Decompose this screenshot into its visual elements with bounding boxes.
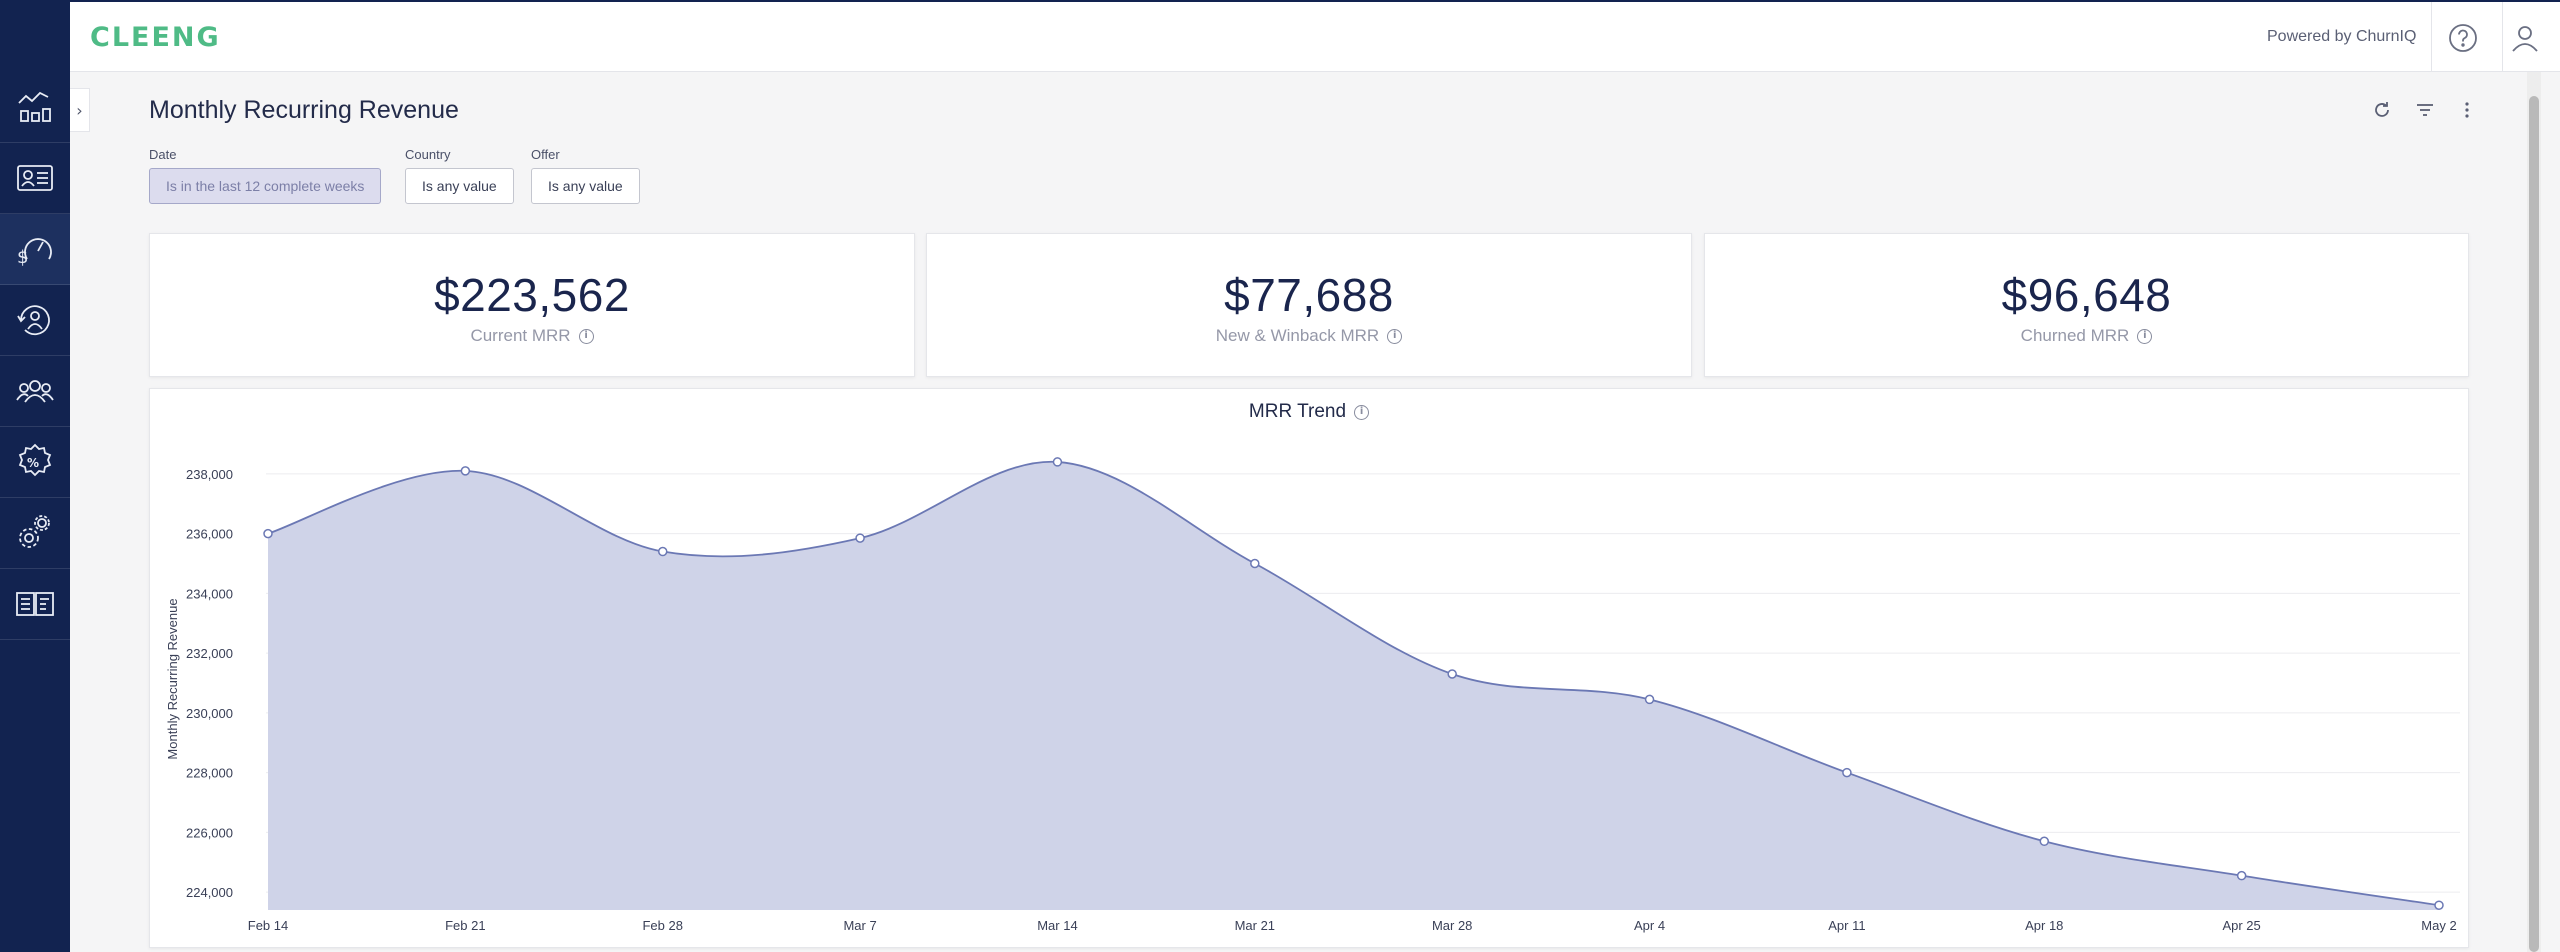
documentation-book-icon xyxy=(16,592,54,616)
filter-offer-button[interactable]: Is any value xyxy=(531,168,640,204)
sidebar-item-docs[interactable] xyxy=(0,569,70,640)
filter-label: Country xyxy=(405,147,451,162)
refresh-icon[interactable] xyxy=(2370,98,2394,122)
user-profile-icon[interactable] xyxy=(2509,22,2541,54)
info-icon[interactable]: i xyxy=(1387,328,1403,344)
y-tick-label: 226,000 xyxy=(186,825,233,840)
retention-cycle-icon xyxy=(17,305,50,336)
x-tick-label: Mar 14 xyxy=(1037,918,1077,933)
sidebar-item-discounts[interactable]: % xyxy=(0,427,70,498)
data-point xyxy=(2434,900,2444,910)
info-icon[interactable]: i xyxy=(2137,328,2153,344)
chart-title: MRR Trend xyxy=(1248,401,1347,422)
y-tick-label: 230,000 xyxy=(186,706,233,721)
kpi-card-new-winback-mrr: $77,688 New & Winback MRR i xyxy=(926,233,1692,377)
filter-label: Date xyxy=(149,147,177,162)
x-tick-label: Mar 7 xyxy=(843,918,876,933)
top-bar: CLEENG Powered by ChurnIQ xyxy=(70,0,2560,72)
y-axis-label: Monthly Recurring Revenue xyxy=(165,598,180,759)
x-tick-label: Feb 14 xyxy=(248,918,288,933)
filter-country-button[interactable]: Is any value xyxy=(405,168,514,204)
data-point xyxy=(855,533,865,543)
kpi-label: New & Winback MRR xyxy=(1215,326,1380,345)
data-point xyxy=(1250,558,1260,569)
y-tick-label: 238,000 xyxy=(186,467,233,482)
sidebar-expand-toggle[interactable]: › xyxy=(70,88,90,132)
data-point xyxy=(1644,694,1655,705)
sidebar-item-analytics[interactable] xyxy=(0,72,70,143)
filter-icon[interactable] xyxy=(2413,98,2437,122)
data-point xyxy=(263,528,273,539)
y-tick-label: 224,000 xyxy=(186,885,233,900)
info-icon[interactable]: i xyxy=(1354,404,1370,420)
svg-text:%: % xyxy=(27,456,39,470)
filter-offer: Offer Is any value xyxy=(531,147,640,204)
filter-date-button[interactable]: Is in the last 12 complete weeks xyxy=(149,168,382,204)
y-tick-label: 236,000 xyxy=(186,527,233,542)
x-tick-label: Apr 18 xyxy=(2025,918,2063,933)
sidebar-nav: $ % xyxy=(0,0,70,952)
filter-label: Offer xyxy=(531,147,560,162)
kpi-value: $77,688 xyxy=(1224,269,1394,321)
sidebar-item-retention[interactable] xyxy=(0,285,70,356)
info-icon[interactable]: i xyxy=(578,328,594,344)
x-tick-label: Apr 11 xyxy=(1828,918,1865,933)
y-tick-label: 228,000 xyxy=(186,766,233,781)
data-point xyxy=(1447,669,1457,679)
y-tick-label: 234,000 xyxy=(186,586,233,601)
series-line xyxy=(267,461,2440,907)
data-point xyxy=(2039,836,2050,847)
kpi-card-churned-mrr: $96,648 Churned MRR i xyxy=(1704,233,2469,377)
svg-text:$: $ xyxy=(17,247,28,268)
kpi-card-current-mrr: $223,562 Current MRR i xyxy=(149,233,915,377)
mrr-trend-chart-card: 224,000 226,000 228,000 230,000 232,000 234,0… xyxy=(149,388,2469,948)
kpi-label: Churned MRR xyxy=(2020,326,2130,345)
sidebar-item-settings[interactable] xyxy=(0,498,70,569)
y-tick-label: 232,000 xyxy=(186,646,233,661)
kpi-value: $223,562 xyxy=(434,269,630,321)
kpi-label-row: Current MRR i xyxy=(150,326,914,346)
help-icon[interactable] xyxy=(2447,22,2479,54)
data-point xyxy=(460,466,471,476)
area-fill xyxy=(268,461,2439,910)
subscriber-card-icon xyxy=(17,165,53,191)
kpi-label-row: New & Winback MRR i xyxy=(927,326,1691,346)
revenue-gauge-icon: $ xyxy=(17,238,52,268)
data-point xyxy=(2236,870,2247,881)
sidebar-item-users[interactable] xyxy=(0,356,70,427)
data-point xyxy=(1842,767,1852,778)
x-tick-label: Apr 25 xyxy=(2222,918,2260,933)
brand-logo[interactable]: CLEENG xyxy=(90,22,221,53)
data-point xyxy=(657,546,668,557)
discount-badge-icon: % xyxy=(18,443,52,477)
sidebar-item-revenue[interactable]: $ xyxy=(0,214,70,285)
topbar-divider xyxy=(2431,2,2432,72)
x-tick-label: Mar 28 xyxy=(1432,918,1472,933)
more-options-icon[interactable] xyxy=(2455,98,2479,122)
chevron-right-icon: › xyxy=(76,100,83,120)
analytics-chart-icon xyxy=(18,91,51,122)
kpi-label-row: Churned MRR i xyxy=(1705,326,2468,346)
filter-country: Country Is any value xyxy=(405,147,514,204)
page-title: Monthly Recurring Revenue xyxy=(149,96,459,124)
sidebar-item-subscribers[interactable] xyxy=(0,143,70,214)
kpi-value: $96,648 xyxy=(2001,269,2172,321)
x-tick-label: Feb 28 xyxy=(642,918,682,933)
chart-title-row: MRR Trend i xyxy=(150,401,2468,423)
scrollbar-thumb[interactable] xyxy=(2529,96,2539,952)
filter-date: Date Is in the last 12 complete weeks xyxy=(149,147,382,204)
x-tick-label: May 2 xyxy=(2421,918,2456,933)
kpi-label: Current MRR xyxy=(470,326,571,345)
topbar-divider xyxy=(2502,2,2503,72)
x-tick-label: Mar 21 xyxy=(1235,918,1275,933)
mrr-trend-chart: 224,000 226,000 228,000 230,000 232,000 234,0… xyxy=(165,457,2460,933)
data-point xyxy=(1052,457,1063,467)
x-tick-label: Feb 21 xyxy=(445,918,485,933)
x-tick-label: Apr 4 xyxy=(1634,918,1665,933)
settings-gears-icon xyxy=(19,515,50,548)
users-group-icon xyxy=(16,380,54,403)
powered-by-text: Powered by ChurnIQ xyxy=(2267,28,2417,45)
